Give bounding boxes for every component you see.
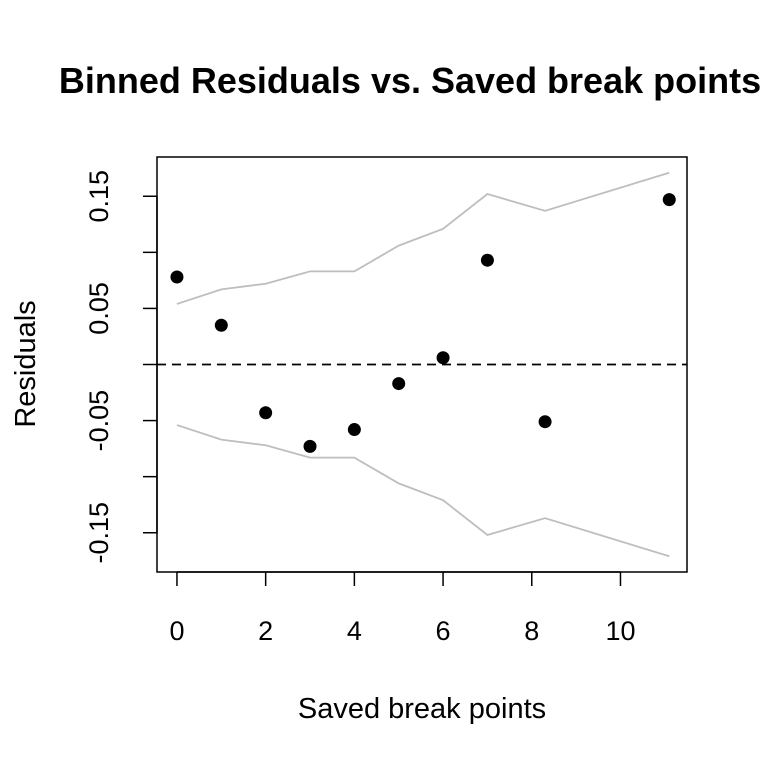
bounds-lines-layer	[176, 171, 670, 558]
y-tick-label: -0.05	[84, 390, 114, 452]
x-tick-label: 0	[169, 616, 184, 646]
residual-point	[436, 351, 450, 365]
y-tick-label: 0.15	[84, 170, 114, 223]
x-tick-label: 10	[605, 616, 635, 646]
x-tick-label: 8	[524, 616, 539, 646]
x-axis: 0 2 4 6 8 10	[169, 571, 635, 646]
x-tick-label: 6	[436, 616, 451, 646]
y-tick-label: -0.15	[84, 502, 114, 564]
residual-point	[662, 193, 676, 207]
residual-point	[538, 415, 552, 429]
residual-point	[347, 423, 361, 437]
y-axis-label: Residuals	[10, 300, 42, 427]
lower-bound-line	[176, 424, 670, 558]
chart-title: Binned Residuals vs. Saved break points	[59, 60, 761, 101]
residual-point	[170, 270, 184, 284]
residual-point	[480, 253, 494, 267]
x-axis-label: Saved break points	[298, 693, 546, 725]
residual-point	[303, 439, 317, 453]
residual-point	[392, 377, 406, 391]
residual-point	[214, 318, 228, 332]
points-layer	[170, 193, 676, 453]
y-axis: -0.15 -0.05 0.05 0.15	[84, 170, 158, 564]
x-tick-label: 2	[258, 616, 273, 646]
residual-point	[259, 406, 273, 420]
y-tick-label: 0.05	[84, 282, 114, 335]
upper-bound-line	[176, 171, 670, 305]
x-tick-label: 4	[347, 616, 362, 646]
